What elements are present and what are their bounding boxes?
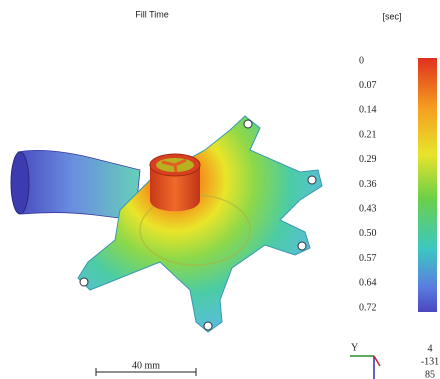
- legend-label: 0: [359, 55, 364, 66]
- legend-label: 0.29: [359, 154, 377, 165]
- title: Fill Time: [135, 9, 169, 19]
- axis-triad: Y: [350, 342, 380, 379]
- legend-label: 0.72: [359, 302, 377, 313]
- legend-label: 0.64: [359, 278, 377, 289]
- legend-label: 0.50: [359, 228, 377, 239]
- coord-value: -131: [421, 356, 439, 367]
- scale-label: 40 mm: [132, 360, 160, 371]
- unit: [sec]: [382, 11, 401, 21]
- legend-label: 0.21: [359, 129, 377, 140]
- triad-axis: Y: [351, 342, 358, 353]
- viewport: Fill Time [sec] 0 0.07 0.14 0.21 0.29 0.36 0.4…: [0, 0, 440, 379]
- coord-value: 4: [428, 343, 433, 354]
- legend-label: 0.14: [359, 105, 377, 116]
- coord-value: 85: [425, 369, 435, 379]
- coords: 4 -131 85: [421, 343, 439, 379]
- color-bar: [418, 58, 437, 312]
- legend-label: 0.57: [359, 253, 377, 264]
- part-model: [11, 116, 322, 332]
- legend-labels: 0 0.07 0.14 0.21 0.29 0.36 0.43 0.50 0.57 0.64 0.7…: [359, 55, 377, 313]
- legend-label: 0.36: [359, 179, 377, 190]
- legend-label: 0.43: [359, 203, 377, 214]
- legend-label: 0.07: [359, 80, 377, 91]
